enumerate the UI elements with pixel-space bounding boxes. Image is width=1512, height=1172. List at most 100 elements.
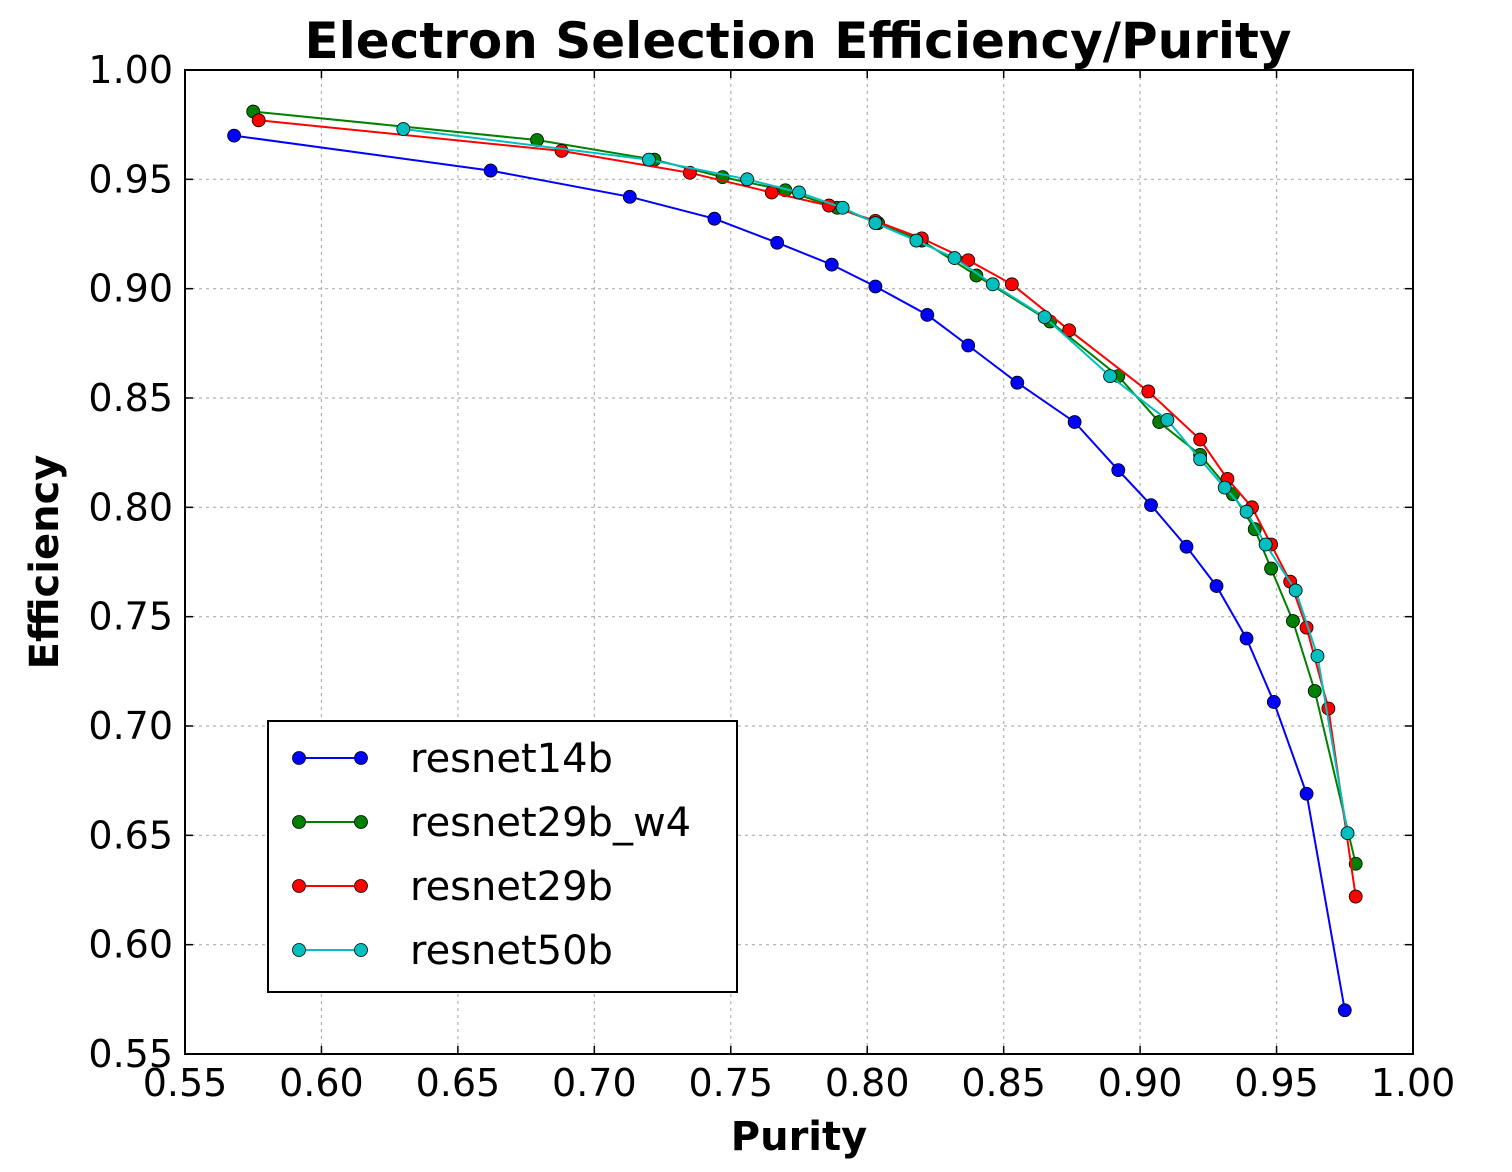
- data-point: [483, 163, 498, 178]
- data-point: [1217, 480, 1232, 495]
- data-point: [909, 233, 924, 248]
- data-point: [1067, 415, 1082, 429]
- x-tick-label: 0.85: [961, 1061, 1046, 1105]
- x-tick-label: 0.60: [279, 1061, 364, 1105]
- data-point: [1239, 504, 1254, 519]
- data-point: [1264, 561, 1278, 576]
- data-point: [1348, 856, 1363, 871]
- data-point: [554, 144, 569, 158]
- y-tick-label: 0.65: [88, 813, 173, 857]
- x-tick-label: 0.95: [1234, 1061, 1319, 1105]
- y-tick-label: 0.75: [88, 595, 173, 639]
- legend-marker: [354, 751, 368, 765]
- data-point: [642, 152, 656, 167]
- data-point: [1337, 1003, 1352, 1018]
- data-point: [396, 122, 411, 136]
- data-point: [1193, 432, 1208, 447]
- data-point: [707, 211, 722, 226]
- legend-box: [267, 720, 738, 993]
- legend-marker: [292, 815, 306, 829]
- legend-marker: [292, 879, 306, 893]
- legend-marker: [354, 879, 368, 893]
- x-tick-label: 0.55: [143, 1061, 228, 1105]
- data-point: [1111, 463, 1126, 478]
- data-point: [251, 113, 266, 128]
- legend-marker: [292, 943, 306, 957]
- data-point: [1340, 826, 1355, 841]
- y-tick-label: 0.60: [88, 923, 173, 967]
- data-point: [1239, 631, 1254, 646]
- data-point: [1004, 277, 1019, 292]
- data-point: [792, 185, 806, 200]
- data-point: [868, 216, 883, 230]
- data-point: [961, 338, 976, 353]
- y-tick-label: 0.80: [88, 485, 173, 529]
- y-tick-label: 0.70: [88, 704, 173, 748]
- data-point: [1286, 614, 1300, 628]
- data-point: [969, 268, 984, 283]
- legend-label: resnet29b_w4: [410, 800, 691, 846]
- y-tick-label: 0.95: [88, 157, 173, 201]
- x-tick-label: 0.75: [688, 1061, 773, 1105]
- y-tick-label: 0.55: [88, 1032, 173, 1076]
- data-point: [985, 277, 1000, 292]
- y-tick-label: 0.90: [88, 267, 173, 311]
- legend-entry-resnet50b: resnet50b: [292, 928, 613, 974]
- legend-label: resnet50b: [410, 928, 613, 974]
- data-point: [824, 257, 839, 272]
- data-point: [740, 172, 755, 187]
- series-resnet50b: [396, 122, 1355, 841]
- data-point: [227, 128, 242, 143]
- data-point: [1266, 695, 1281, 709]
- data-point: [1321, 701, 1336, 716]
- x-tick-label: 0.80: [825, 1061, 910, 1105]
- data-point: [1288, 583, 1303, 598]
- data-point: [1310, 649, 1325, 663]
- x-tick-label: 1.00: [1371, 1061, 1456, 1105]
- data-point: [920, 308, 935, 322]
- data-point: [1141, 384, 1156, 399]
- data-point: [1144, 498, 1158, 513]
- data-point: [1160, 412, 1175, 427]
- data-point: [764, 185, 779, 200]
- data-point: [1193, 452, 1208, 467]
- chart-title: Electron Selection Efficiency/Purity: [305, 12, 1292, 70]
- data-point: [622, 189, 637, 204]
- data-point: [1037, 310, 1052, 324]
- data-point: [1010, 375, 1025, 390]
- data-point: [1209, 579, 1224, 593]
- x-tick-label: 0.70: [552, 1061, 637, 1105]
- y-tick-label: 0.85: [88, 376, 173, 420]
- y-axis-ticks: 0.55 0.60 0.65 0.70 0.75 0.80 0.85 0.90 0.95 1.00: [88, 48, 1413, 1076]
- data-point: [868, 279, 883, 294]
- plot-frame: [184, 69, 1414, 1055]
- legend-entry-resnet29b: resnet29b: [292, 864, 613, 910]
- y-tick-label: 1.00: [88, 48, 173, 92]
- data-point: [835, 200, 850, 215]
- legend-entry-resnet29b_w4: resnet29b_w4: [292, 800, 691, 846]
- series-group: [227, 104, 1363, 1018]
- x-tick-label: 0.65: [416, 1061, 501, 1105]
- y-axis-title: Efficiency: [22, 455, 68, 670]
- legend-label: resnet29b: [410, 864, 613, 910]
- x-tick-label: 0.90: [1098, 1061, 1183, 1105]
- data-point: [1348, 889, 1363, 904]
- data-point: [1307, 684, 1322, 698]
- legend: resnet14b resnet29b_w4 resnet29b resnet50b: [267, 720, 738, 993]
- data-point: [1179, 539, 1194, 554]
- data-point: [770, 235, 785, 250]
- data-point: [1299, 786, 1314, 801]
- legend-marker: [354, 815, 368, 829]
- data-point: [1103, 369, 1117, 384]
- legend-label: resnet14b: [410, 736, 613, 782]
- x-axis-title: Purity: [731, 1114, 867, 1160]
- data-point: [1062, 323, 1077, 338]
- data-point: [947, 251, 962, 265]
- legend-marker: [292, 751, 306, 765]
- data-point: [1258, 537, 1273, 552]
- x-axis-ticks: 0.55 0.60 0.65 0.70 0.75 0.80 0.85 0.90 0.95 1.00: [143, 70, 1456, 1105]
- series-resnet14b: [227, 128, 1352, 1018]
- legend-entry-resnet14b: resnet14b: [292, 736, 613, 782]
